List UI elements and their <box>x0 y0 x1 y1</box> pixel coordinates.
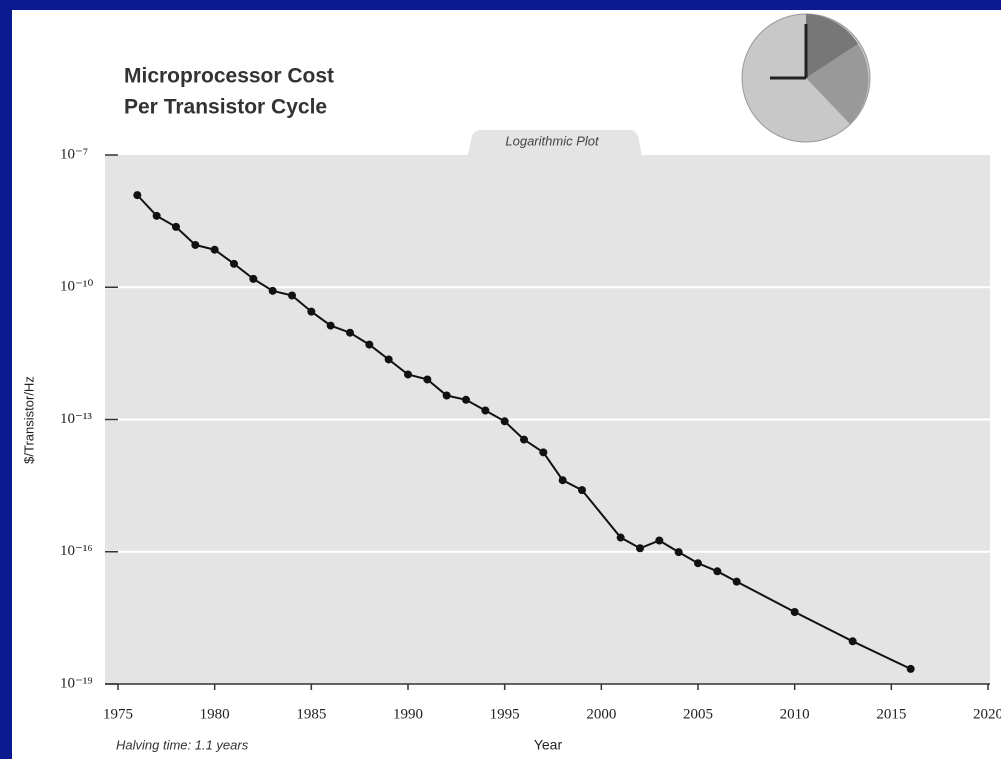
point <box>539 448 548 457</box>
x-axis-label: Year <box>534 737 563 753</box>
annotation-tab <box>468 130 642 155</box>
note: Halving time: 1.1 years <box>116 737 249 752</box>
point <box>578 486 586 495</box>
point <box>694 559 702 568</box>
point <box>616 533 625 542</box>
point <box>655 536 664 545</box>
point <box>442 391 451 400</box>
point <box>520 435 528 444</box>
point <box>172 222 180 231</box>
point <box>268 286 277 295</box>
point <box>346 328 354 337</box>
y-tick-label: 10⁻¹⁶ <box>60 543 93 559</box>
point <box>288 291 296 300</box>
point <box>732 577 741 586</box>
point <box>500 417 509 426</box>
y-tick-label: 10⁻⁷ <box>60 146 88 162</box>
point <box>249 274 258 283</box>
point <box>210 245 219 254</box>
annotation: Logarithmic Plot <box>505 133 600 148</box>
point <box>133 191 142 200</box>
point <box>462 395 470 404</box>
x-tick-label: 1975 <box>103 706 133 722</box>
x-tick-label: 2020 <box>973 706 1001 722</box>
point <box>713 567 722 576</box>
line <box>136 194 912 670</box>
point <box>790 607 799 616</box>
point <box>481 406 490 415</box>
point <box>906 664 915 673</box>
point <box>558 476 567 485</box>
point <box>152 211 161 220</box>
point <box>848 637 857 646</box>
chart-title: Per Transistor Cycle <box>124 96 327 119</box>
point <box>636 544 644 553</box>
y-tick-label: 10⁻¹³ <box>60 411 92 427</box>
point <box>326 321 335 330</box>
point <box>384 355 393 364</box>
x-tick-label: 2010 <box>780 706 810 722</box>
y-tick-label: 10⁻¹⁰ <box>60 279 93 295</box>
clock-icon <box>741 13 871 143</box>
x-tick-label: 1995 <box>490 706 520 722</box>
y-tick-label: 10⁻¹⁹ <box>60 675 93 691</box>
point <box>674 548 683 557</box>
point <box>191 240 200 249</box>
x-tick-label: 1985 <box>296 706 326 722</box>
x-tick-label: 2005 <box>683 706 713 722</box>
chart-title: Microprocessor Cost <box>124 65 334 88</box>
x-tick-label: 1990 <box>393 706 423 722</box>
point <box>230 259 238 268</box>
point <box>423 375 432 384</box>
y-axis-label: $/Transistor/Hz <box>21 376 36 464</box>
x-tick-label: 2000 <box>586 706 616 722</box>
point <box>365 340 374 349</box>
point <box>404 370 412 379</box>
x-tick-label: 1980 <box>200 706 230 722</box>
point <box>307 307 316 316</box>
x-tick-label: 2015 <box>876 706 906 722</box>
